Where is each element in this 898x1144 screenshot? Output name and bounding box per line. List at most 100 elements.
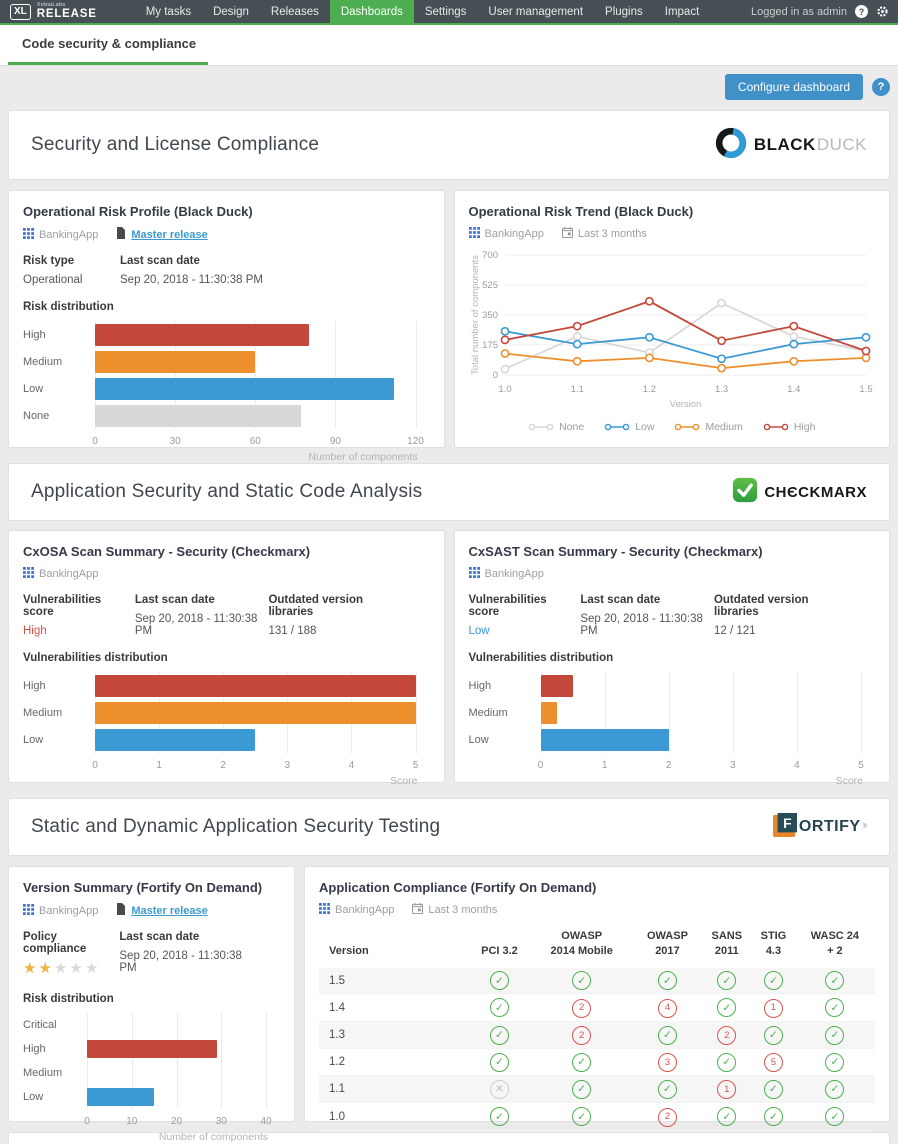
section-title: Security and License Compliance xyxy=(31,134,320,155)
risk-distribution-chart: Critical High Medium Low 0 10 20 30 40 Number of … xyxy=(23,1013,280,1143)
col-header: OWASP 2017 xyxy=(646,930,688,957)
pass-icon: ✓ xyxy=(657,1025,677,1045)
grid-icon xyxy=(23,227,34,242)
version-cell: 1.4 xyxy=(319,993,469,1022)
col-header: WASC 24 + 2 xyxy=(810,930,860,957)
section-card-partial xyxy=(8,1132,890,1144)
bar-category-label: Low xyxy=(23,733,44,746)
bar-high xyxy=(95,674,416,697)
version-cell: 1.5 xyxy=(319,967,469,995)
help-icon[interactable]: ? xyxy=(855,5,868,18)
svg-text:1.4: 1.4 xyxy=(787,384,800,395)
vulnerabilities-distribution-chart: High Medium Low 0 1 2 3 4 5 Score xyxy=(23,672,430,787)
vulnerabilities-distribution-chart: High Medium Low 0 1 2 3 4 5 Score xyxy=(469,672,876,787)
info-field: Vulnerabilities score Low xyxy=(468,594,547,637)
nav-item-user-management[interactable]: User management xyxy=(488,5,584,18)
brand-logo[interactable]: XL XebiaLabs RELEASE xyxy=(0,0,107,23)
bar-high xyxy=(540,674,573,697)
star-icon: ★ xyxy=(84,960,101,977)
pass-icon: ✓ xyxy=(717,1107,737,1127)
pass-icon: ✓ xyxy=(657,971,677,991)
info-field: Outdated version libraries 131 / 188 xyxy=(268,594,364,637)
bar-category-label: Medium xyxy=(23,1067,63,1079)
pass-icon: ✓ xyxy=(763,971,783,991)
master-release-link[interactable]: Master release xyxy=(131,228,208,241)
application-tag: BankingApp xyxy=(23,567,98,581)
configure-dashboard-button[interactable]: Configure dashboard xyxy=(724,73,863,100)
pass-icon: ✓ xyxy=(489,998,509,1018)
bar-category-label: High xyxy=(23,328,46,341)
panel-title: Operational Risk Profile (Black Duck) xyxy=(23,204,253,219)
section-application-security-static-code: Application Security and Static Code Ana… xyxy=(8,463,890,521)
calendar-icon xyxy=(561,227,573,241)
svg-text:Total number of components: Total number of components xyxy=(470,255,481,375)
info-field: Last scan date Sep 20, 2018 - 11:30:38 PM xyxy=(120,255,263,286)
login-status: Logged in as admin xyxy=(750,5,847,18)
nav-item-settings[interactable]: Settings xyxy=(424,5,467,18)
info-field: Outdated version libraries 12 / 121 xyxy=(713,594,809,637)
panel-title: Operational Risk Trend (Black Duck) xyxy=(468,204,694,219)
pass-icon: ✓ xyxy=(825,1107,845,1127)
nav-item-releases[interactable]: Releases xyxy=(270,5,319,18)
tab-label: Code security & compliance xyxy=(22,36,197,51)
checkmarx-check-icon xyxy=(732,477,758,508)
legend-item-low[interactable]: Low xyxy=(604,421,654,433)
risk-distribution-chart: High Medium Low None 0 30 60 90 120 Number of com… xyxy=(23,321,430,463)
pass-icon: ✓ xyxy=(489,1052,509,1072)
table-row: 1.3 ✓ 2 ✓ 2 ✓ ✓ xyxy=(319,1021,875,1049)
nav-item-design[interactable]: Design xyxy=(213,5,249,18)
application-tag: BankingApp xyxy=(468,227,544,241)
svg-text:F: F xyxy=(783,814,791,830)
policy-compliance-field: Policy compliance ★★★★★ xyxy=(23,931,119,978)
svg-text:1.3: 1.3 xyxy=(714,384,727,395)
pass-icon: ✓ xyxy=(489,1107,509,1127)
info-field: Last scan date Sep 20, 2018 - 11:30:38 PM xyxy=(134,594,258,637)
dashboard-help-icon[interactable]: ? xyxy=(872,77,890,96)
bar-category-label: Low xyxy=(23,382,44,395)
fortify-f-icon: F xyxy=(772,812,797,842)
col-header: PCI 3.2 xyxy=(481,944,518,957)
nav-item-plugins[interactable]: Plugins xyxy=(605,5,643,18)
grid-icon xyxy=(23,903,34,918)
bar-category-label: High xyxy=(468,679,492,692)
legend-item-medium[interactable]: Medium xyxy=(674,421,743,433)
pass-icon: ✓ xyxy=(572,1107,592,1127)
star-icon: ★ xyxy=(69,960,85,977)
nav-item-my-tasks[interactable]: My tasks xyxy=(145,5,192,18)
section-security-license-compliance: Security and License Compliance BLACK DUC… xyxy=(8,110,890,180)
table-row: 1.2 ✓ ✓ 3 ✓ 5 ✓ xyxy=(319,1048,875,1077)
nav-item-dashboards[interactable]: Dashboards xyxy=(329,0,414,23)
svg-text:Version: Version xyxy=(669,399,701,410)
pass-icon: ✓ xyxy=(717,998,737,1018)
tab-code-security-compliance[interactable]: Code security & compliance xyxy=(8,36,209,65)
master-release-link[interactable]: Master release xyxy=(131,904,208,917)
table-row: 1.4 ✓ 2 4 ✓ 1 ✓ xyxy=(319,993,875,1022)
grid-icon xyxy=(468,227,480,241)
document-icon xyxy=(116,227,126,242)
panel-cxosa-scan-summary: CxOSA Scan Summary - Security (Checkmarx… xyxy=(8,530,445,787)
x-axis-title: Number of components xyxy=(308,451,418,463)
legend-item-none[interactable]: None xyxy=(528,421,584,433)
bar-medium xyxy=(95,701,416,724)
chart-label: Vulnerabilities distribution xyxy=(23,652,168,664)
bar-high xyxy=(95,323,309,346)
fortify-logo: F ORTIFY ® xyxy=(772,812,867,842)
chart-label: Vulnerabilities distribution xyxy=(468,652,614,664)
panel-operational-risk-profile: Operational Risk Profile (Black Duck) Ba… xyxy=(8,190,445,463)
legend-item-high[interactable]: High xyxy=(763,421,815,433)
bar-category-label: None xyxy=(23,409,50,422)
bar-category-label: Medium xyxy=(468,706,508,719)
gear-icon[interactable] xyxy=(876,5,889,18)
version-cell: 1.1 xyxy=(319,1075,469,1104)
release-tag: Master release xyxy=(116,227,208,242)
top-nav: XL XebiaLabs RELEASE My tasks Design Relea… xyxy=(0,0,898,25)
nav-item-impact[interactable]: Impact xyxy=(664,5,700,18)
star-icon: ★ xyxy=(23,960,39,977)
x-axis-title: Score xyxy=(835,775,863,787)
pass-icon: ✓ xyxy=(825,1080,845,1100)
pass-icon: ✓ xyxy=(489,971,509,991)
svg-text:1.0: 1.0 xyxy=(498,384,511,395)
bar-category-label: Low xyxy=(468,733,489,746)
info-field: Vulnerabilities score High xyxy=(23,594,102,637)
bar-medium xyxy=(540,701,557,724)
